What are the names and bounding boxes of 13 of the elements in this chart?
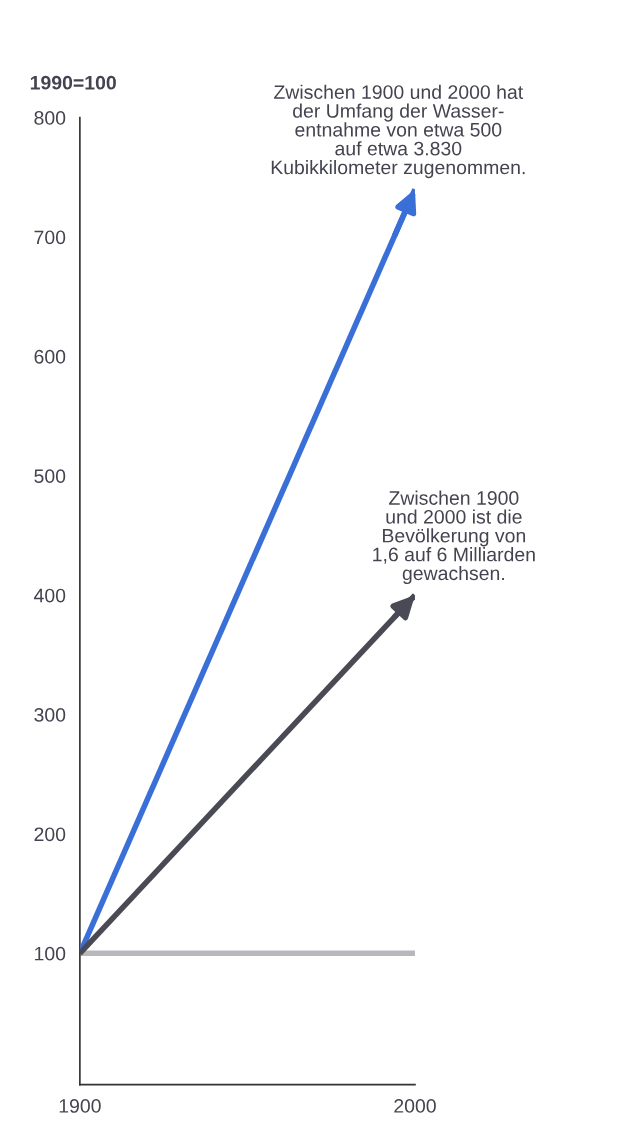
y-axis-title: 1990=100 <box>30 75 116 90</box>
y-tick-label: 700 <box>34 230 66 245</box>
annotation: Zwischen 1900 und 2000 ist die Bevölkerung von 1,6 auf 6 Milliarden gewachsen. <box>373 490 535 585</box>
y-tick-label: 600 <box>34 349 66 364</box>
y-tick-label: 400 <box>33 588 66 603</box>
y-tick-label: 500 <box>34 469 66 484</box>
y-tick-label: 200 <box>34 827 66 842</box>
annotation: Zwischen 1900 und 2000 hat der Umfang der Wasser- entnahme von etwa 500 auf etwa 3.830 Kubikkilometer zugenommen. <box>271 84 525 179</box>
x-tick-label: 1900 <box>59 1099 101 1113</box>
y-tick-label: 100 <box>35 946 66 961</box>
y-tick-label: 300 <box>34 708 66 722</box>
x-tick-label: 2000 <box>394 1099 436 1113</box>
y-tick-label: 800 <box>34 111 66 125</box>
